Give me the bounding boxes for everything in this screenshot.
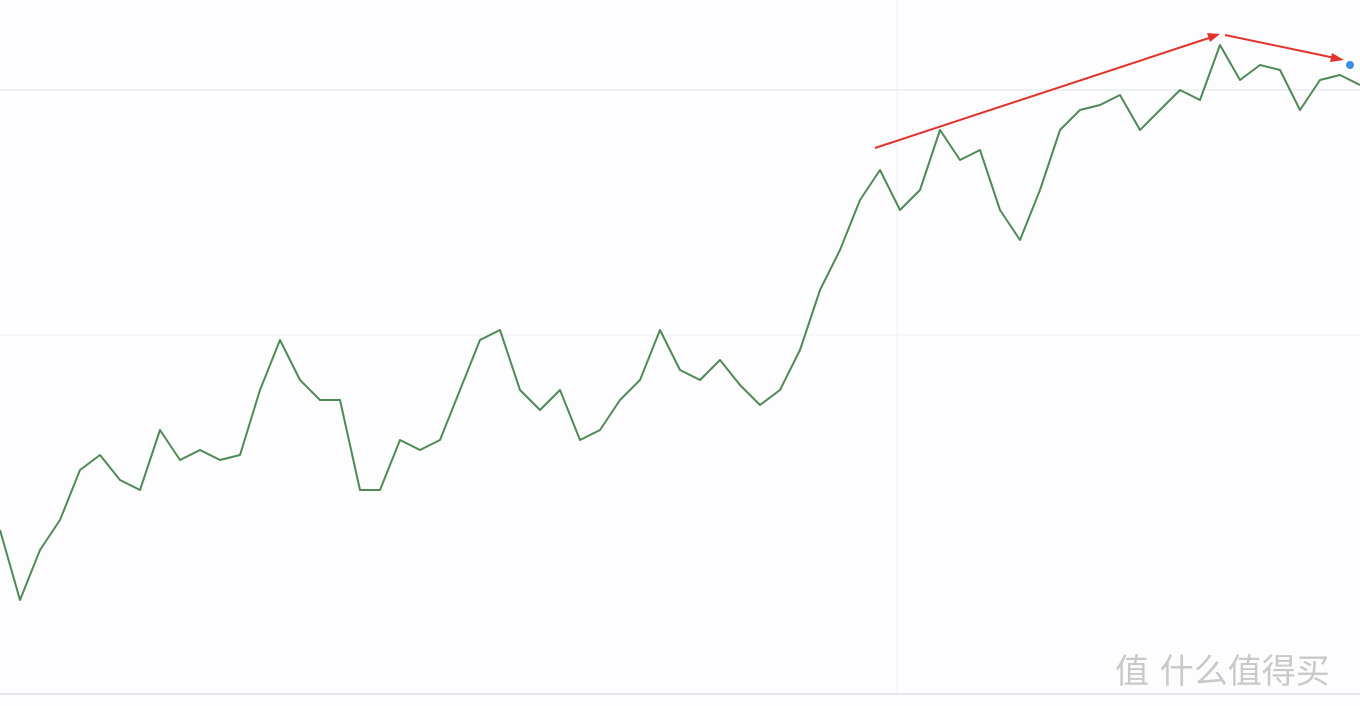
trend-line — [874, 36, 1213, 149]
plot — [0, 44, 1360, 601]
arrow-head — [1330, 53, 1344, 62]
trend-line — [1224, 34, 1336, 59]
arrow-head — [1207, 33, 1220, 42]
marker — [1346, 61, 1354, 69]
price-line — [0, 44, 1360, 601]
watermark: 值 什么值得买 — [1115, 652, 1330, 692]
